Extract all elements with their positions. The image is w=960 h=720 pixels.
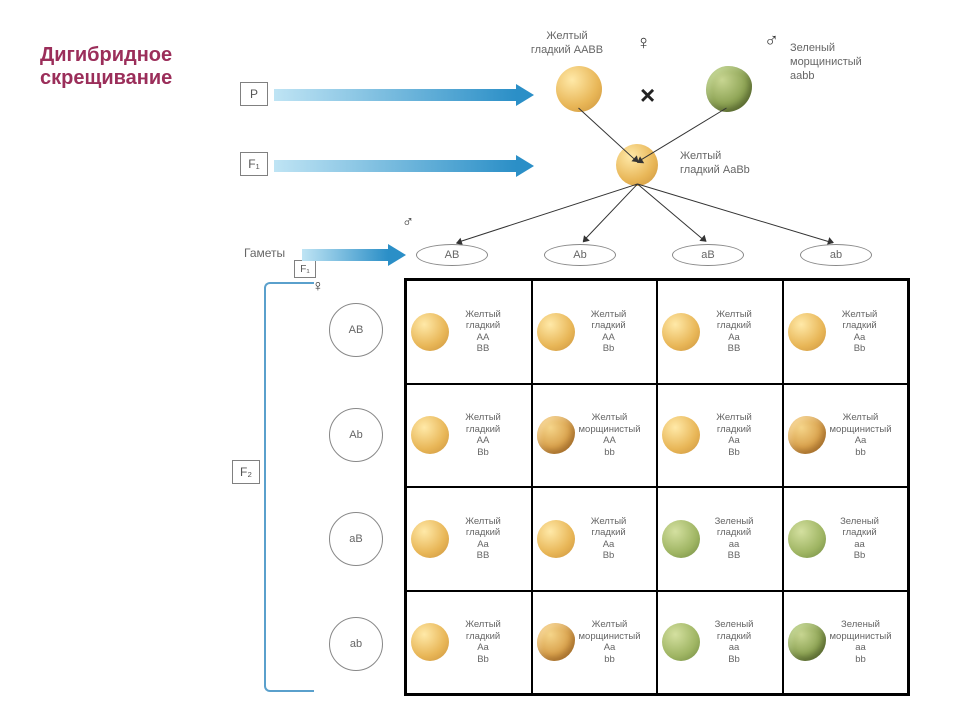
cell-label: Зеленыйморщинистыйaabb — [830, 619, 892, 665]
punnett-cell-1-0: ЖелтыйгладкийAABb — [406, 384, 532, 488]
cell-label: ЖелтыйгладкийAaBb — [579, 516, 639, 562]
cell-label: ЖелтыйгладкийAaBb — [830, 309, 890, 355]
cell-label: ЗеленыйгладкийaaBb — [830, 516, 890, 562]
pea-icon — [788, 416, 826, 454]
pea-icon — [411, 520, 449, 558]
gamete-side-AB: AB — [329, 303, 383, 357]
punnett-cell-0-0: ЖелтыйгладкийAABB — [406, 280, 532, 384]
cell-label: ЗеленыйгладкийaaBB — [704, 516, 764, 562]
gamete-top-aB: aB — [672, 244, 744, 266]
pea-icon — [537, 416, 575, 454]
cell-label: ЖелтыйгладкийAABB — [453, 309, 513, 355]
cell-label: ЖелтыйморщинистыйAabb — [830, 412, 892, 458]
punnett-cell-3-0: ЖелтыйгладкийAaBb — [406, 591, 532, 695]
punnett-cell-3-3: Зеленыйморщинистыйaabb — [783, 591, 909, 695]
gen-box-P: P — [240, 82, 268, 106]
gamete-top-ab: ab — [800, 244, 872, 266]
punnett-cell-0-3: ЖелтыйгладкийAaBb — [783, 280, 909, 384]
cell-label: ЖелтыйгладкийAaBB — [704, 309, 764, 355]
gen-box-F1: F₁ — [240, 152, 268, 176]
pea-icon — [411, 313, 449, 351]
pea-icon — [662, 313, 700, 351]
parent-female-pea — [556, 66, 602, 112]
pea-icon — [662, 520, 700, 558]
pea-icon — [411, 416, 449, 454]
female-symbol: ♀ — [636, 32, 651, 55]
cell-label: ЗеленыйгладкийaaBb — [704, 619, 764, 665]
gametes-label: Гаметы — [244, 246, 285, 260]
punnett-cell-0-1: ЖелтыйгладкийAABb — [532, 280, 658, 384]
pea-icon — [537, 623, 575, 661]
f1-label: Желтый гладкий AaBb — [680, 150, 820, 178]
parent-male-pea — [706, 66, 752, 112]
punnett-cell-1-1: ЖелтыйморщинистыйAAbb — [532, 384, 658, 488]
cell-label: ЖелтыйморщинистыйAabb — [579, 619, 641, 665]
male-symbol-small: ♂ — [402, 214, 414, 232]
punnett-square: ЖелтыйгладкийAABB ЖелтыйгладкийAABb Желтый… — [404, 278, 910, 696]
f1-pea — [616, 144, 658, 186]
parent-male-label: Зеленый морщинистый aabb — [790, 42, 900, 83]
cell-label: ЖелтыйгладкийAaBb — [453, 619, 513, 665]
punnett-cell-3-2: ЗеленыйгладкийaaBb — [657, 591, 783, 695]
punnett-cell-2-0: ЖелтыйгладкийAaBB — [406, 487, 532, 591]
cross-x: × — [640, 80, 655, 111]
side-gametes: AB Ab aB ab — [326, 278, 386, 696]
gamete-top-AB: AB — [416, 244, 488, 266]
pea-icon — [537, 313, 575, 351]
pea-icon — [537, 520, 575, 558]
gamete-side-Ab: Ab — [329, 408, 383, 462]
cell-label: ЖелтыйгладкийAABb — [579, 309, 639, 355]
punnett-cell-0-2: ЖелтыйгладкийAaBB — [657, 280, 783, 384]
punnett-cell-2-1: ЖелтыйгладкийAaBb — [532, 487, 658, 591]
gamete-top-Ab: Ab — [544, 244, 616, 266]
punnett-cell-3-1: ЖелтыйморщинистыйAabb — [532, 591, 658, 695]
punnett-cell-2-2: ЗеленыйгладкийaaBB — [657, 487, 783, 591]
gamete-side-aB: aB — [329, 512, 383, 566]
punnett-cell-2-3: ЗеленыйгладкийaaBb — [783, 487, 909, 591]
gen-box-F2: F₂ — [232, 460, 260, 484]
title-line1: Дигибридное — [40, 44, 172, 67]
male-symbol: ♂ — [764, 30, 779, 53]
cell-label: ЖелтыйгладкийAaBB — [453, 516, 513, 562]
pea-icon — [662, 623, 700, 661]
pea-icon — [662, 416, 700, 454]
pea-icon — [788, 623, 826, 661]
gamete-side-ab: ab — [329, 617, 383, 671]
punnett-cell-1-3: ЖелтыйморщинистыйAabb — [783, 384, 909, 488]
f2-brace — [264, 282, 314, 692]
pea-icon — [788, 313, 826, 351]
pea-icon — [788, 520, 826, 558]
cell-label: ЖелтыйгладкийAaBb — [704, 412, 764, 458]
punnett-cell-1-2: ЖелтыйгладкийAaBb — [657, 384, 783, 488]
parent-female-label: Желтый гладкий AABB — [502, 30, 632, 58]
cell-label: ЖелтыйгладкийAABb — [453, 412, 513, 458]
title-line2: скрещивание — [40, 67, 172, 90]
pea-icon — [411, 623, 449, 661]
cell-label: ЖелтыйморщинистыйAAbb — [579, 412, 641, 458]
page-title: Дигибридное скрещивание — [40, 44, 172, 90]
